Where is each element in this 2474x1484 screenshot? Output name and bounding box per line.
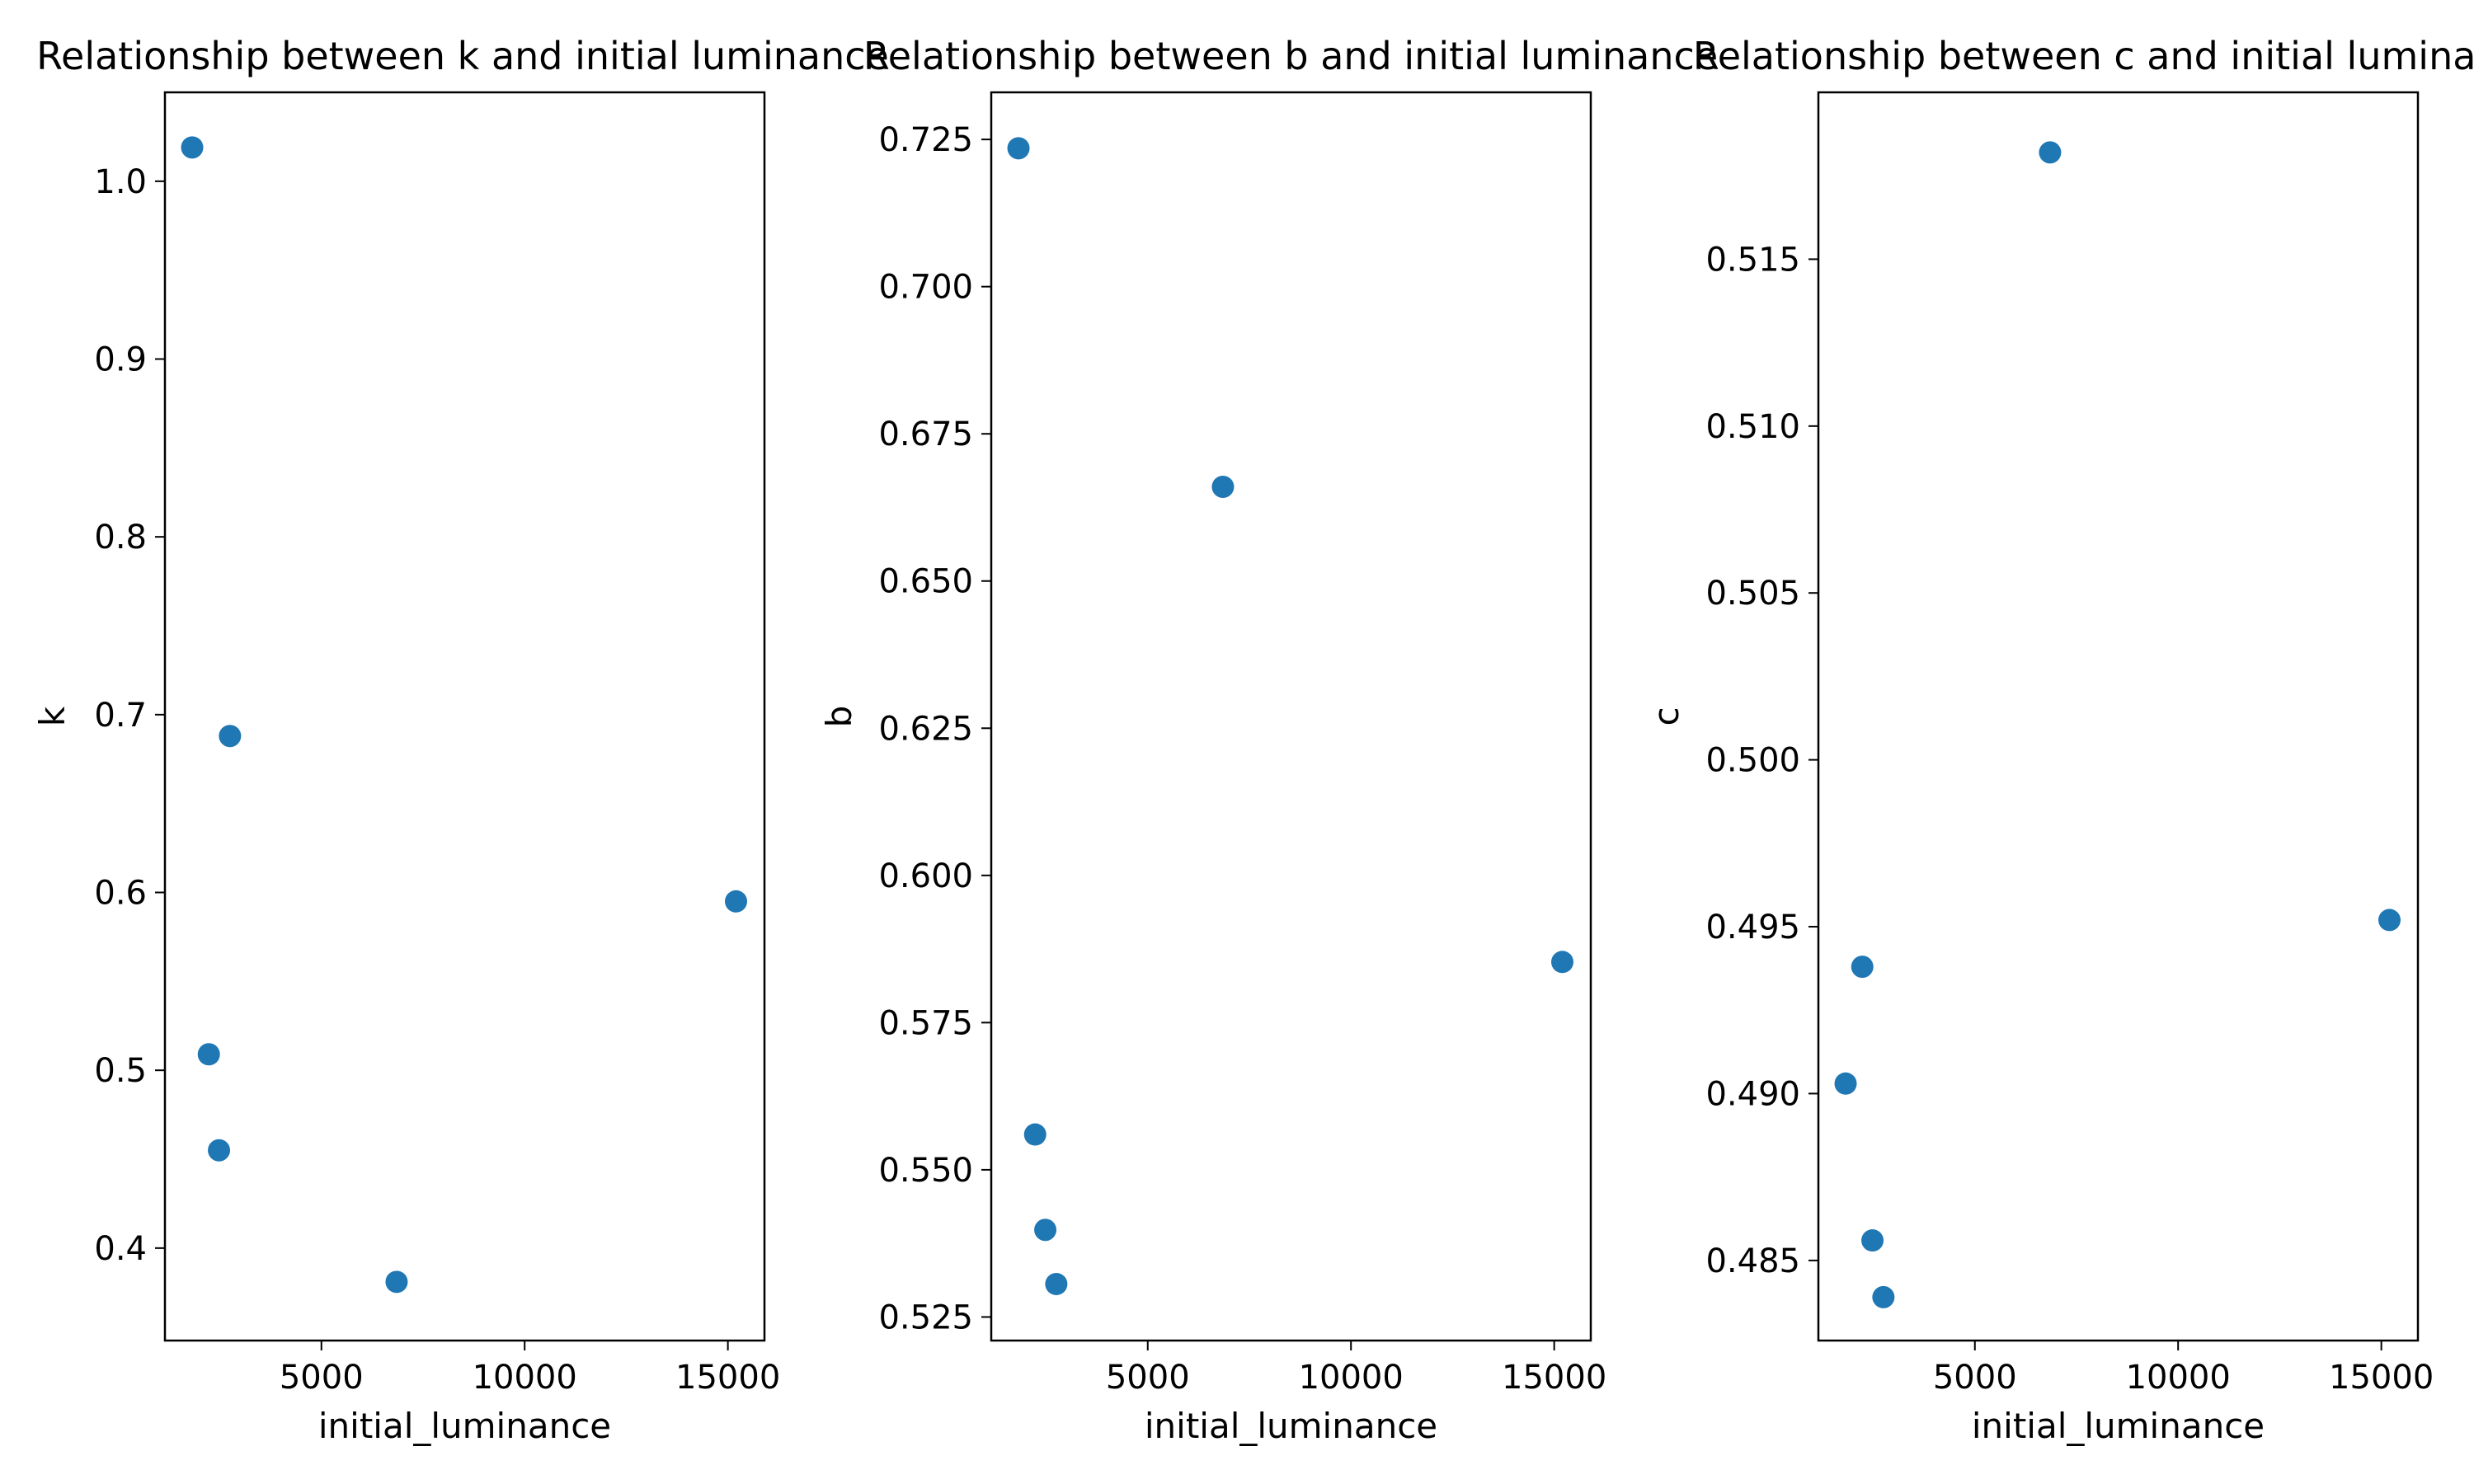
x-tick-label: 15000 — [1502, 1359, 1606, 1397]
y-tick-label: 1.0 — [94, 163, 147, 201]
data-point — [385, 1270, 408, 1294]
chart-title: Relationship between k and initial lumin… — [36, 34, 889, 78]
data-point — [1834, 1072, 1857, 1095]
x-tick-label: 10000 — [1299, 1359, 1404, 1397]
y-tick-label: 0.505 — [1705, 575, 1800, 613]
y-tick-label: 0.485 — [1705, 1242, 1800, 1280]
x-axis-label: initial_luminance — [318, 1406, 611, 1446]
y-tick-label: 0.510 — [1705, 408, 1800, 446]
data-point — [724, 890, 747, 913]
data-point — [208, 1139, 231, 1162]
y-tick-label: 0.515 — [1705, 241, 1800, 279]
chart-panel-b: Relationship between b and initial lumin… — [819, 34, 1718, 1446]
y-tick-label: 0.575 — [878, 1004, 973, 1042]
data-point — [1851, 956, 1874, 979]
data-point — [1023, 1123, 1047, 1146]
y-tick-label: 0.9 — [94, 341, 147, 379]
x-tick-label: 5000 — [1933, 1359, 2017, 1397]
y-tick-label: 0.490 — [1705, 1075, 1800, 1113]
y-axis-label: b — [819, 706, 859, 728]
data-point — [2378, 909, 2401, 932]
data-point — [1034, 1219, 1057, 1242]
plot-frame — [163, 91, 766, 1342]
y-tick-label: 0.6 — [94, 875, 147, 913]
x-tick-label: 5000 — [280, 1359, 364, 1397]
y-tick-label: 0.8 — [94, 519, 147, 556]
x-tick-label: 15000 — [2329, 1359, 2434, 1397]
chart-title: Relationship between c and initial lumin… — [1693, 34, 2474, 78]
y-tick-label: 0.650 — [878, 563, 973, 601]
chart-panel-c: Relationship between c and initial lumin… — [1646, 34, 2474, 1446]
plot-frame — [1817, 91, 2420, 1342]
data-point — [1872, 1285, 1895, 1308]
y-tick-label: 0.625 — [878, 710, 973, 748]
y-tick-label: 0.5 — [94, 1052, 147, 1090]
y-axis-label: k — [32, 706, 73, 726]
x-axis-label: initial_luminance — [1972, 1406, 2265, 1446]
chart-title: Relationship between b and initial lumin… — [863, 34, 1718, 78]
data-point — [2039, 141, 2062, 164]
data-point — [1045, 1272, 1068, 1295]
y-tick-label: 0.700 — [878, 269, 973, 307]
data-point — [1211, 475, 1235, 498]
y-tick-label: 0.500 — [1705, 742, 1800, 780]
y-tick-label: 0.4 — [94, 1230, 147, 1268]
data-point — [181, 136, 204, 159]
y-tick-label: 0.675 — [878, 416, 973, 453]
y-tick-label: 0.525 — [878, 1298, 973, 1336]
y-tick-label: 0.600 — [878, 857, 973, 895]
x-tick-label: 10000 — [2126, 1359, 2231, 1397]
data-point — [1007, 137, 1030, 160]
y-tick-label: 0.7 — [94, 697, 147, 735]
plot-frame — [990, 91, 1592, 1342]
x-tick-label: 10000 — [473, 1359, 577, 1397]
data-point — [219, 725, 242, 748]
x-tick-label: 15000 — [675, 1359, 780, 1397]
y-tick-label: 0.725 — [878, 121, 973, 159]
x-tick-label: 5000 — [1106, 1359, 1190, 1397]
x-axis-label: initial_luminance — [1145, 1406, 1437, 1446]
data-point — [1861, 1229, 1884, 1252]
y-tick-label: 0.495 — [1705, 909, 1800, 946]
data-point — [197, 1043, 220, 1066]
y-axis-label: c — [1646, 707, 1686, 726]
data-point — [1550, 951, 1573, 974]
chart-panel-k: Relationship between k and initial lumin… — [32, 34, 889, 1446]
y-tick-label: 0.550 — [878, 1152, 973, 1190]
